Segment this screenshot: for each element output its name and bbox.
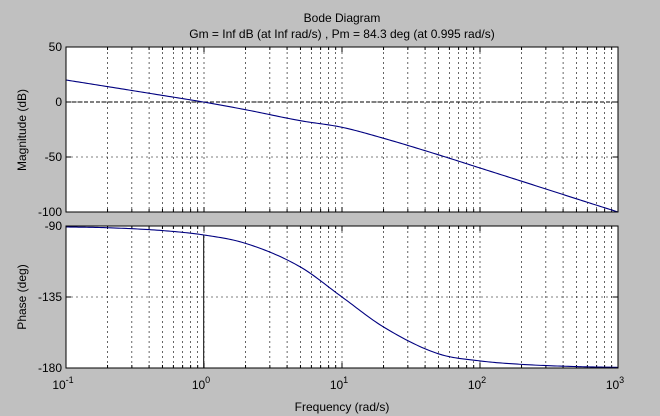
chart-subtitle: Gm = Inf dB (at Inf rad/s) , Pm = 84.3 d… (189, 27, 494, 41)
phase-frame (65, 225, 619, 369)
x-tick-label: 10-1 (52, 375, 73, 392)
magnitude-y-tick-label: 0 (55, 95, 62, 109)
magnitude-y-tick-label: -100 (38, 205, 62, 219)
phase-series-line (65, 226, 619, 368)
frequency-axis-label: Frequency (rad/s) (295, 400, 390, 414)
x-tick-label: 102 (468, 375, 486, 392)
phase-y-tick-label: -90 (45, 219, 63, 233)
phase-panel: -90 -135 -180 (38, 219, 619, 375)
magnitude-plot-area (66, 47, 618, 212)
x-axis: 10-1 100 101 102 103 (52, 375, 624, 392)
magnitude-y-tick-label: -50 (45, 150, 63, 164)
chart-title: Bode Diagram (304, 11, 381, 25)
magnitude-series-line (65, 79, 619, 213)
phase-y-tick-label: -180 (38, 361, 62, 375)
phase-axis-label: Phase (deg) (15, 264, 29, 329)
phase-y-tick-label: -135 (38, 290, 62, 304)
x-tick-label: 101 (330, 375, 348, 392)
magnitude-frame (65, 46, 619, 213)
magnitude-panel: 50 0 -50 -100 (38, 40, 619, 219)
magnitude-axis-label: Magnitude (dB) (15, 89, 29, 171)
magnitude-y-tick-label: 50 (49, 40, 63, 54)
x-tick-label: 100 (192, 375, 210, 392)
x-tick-label: 103 (606, 375, 624, 392)
